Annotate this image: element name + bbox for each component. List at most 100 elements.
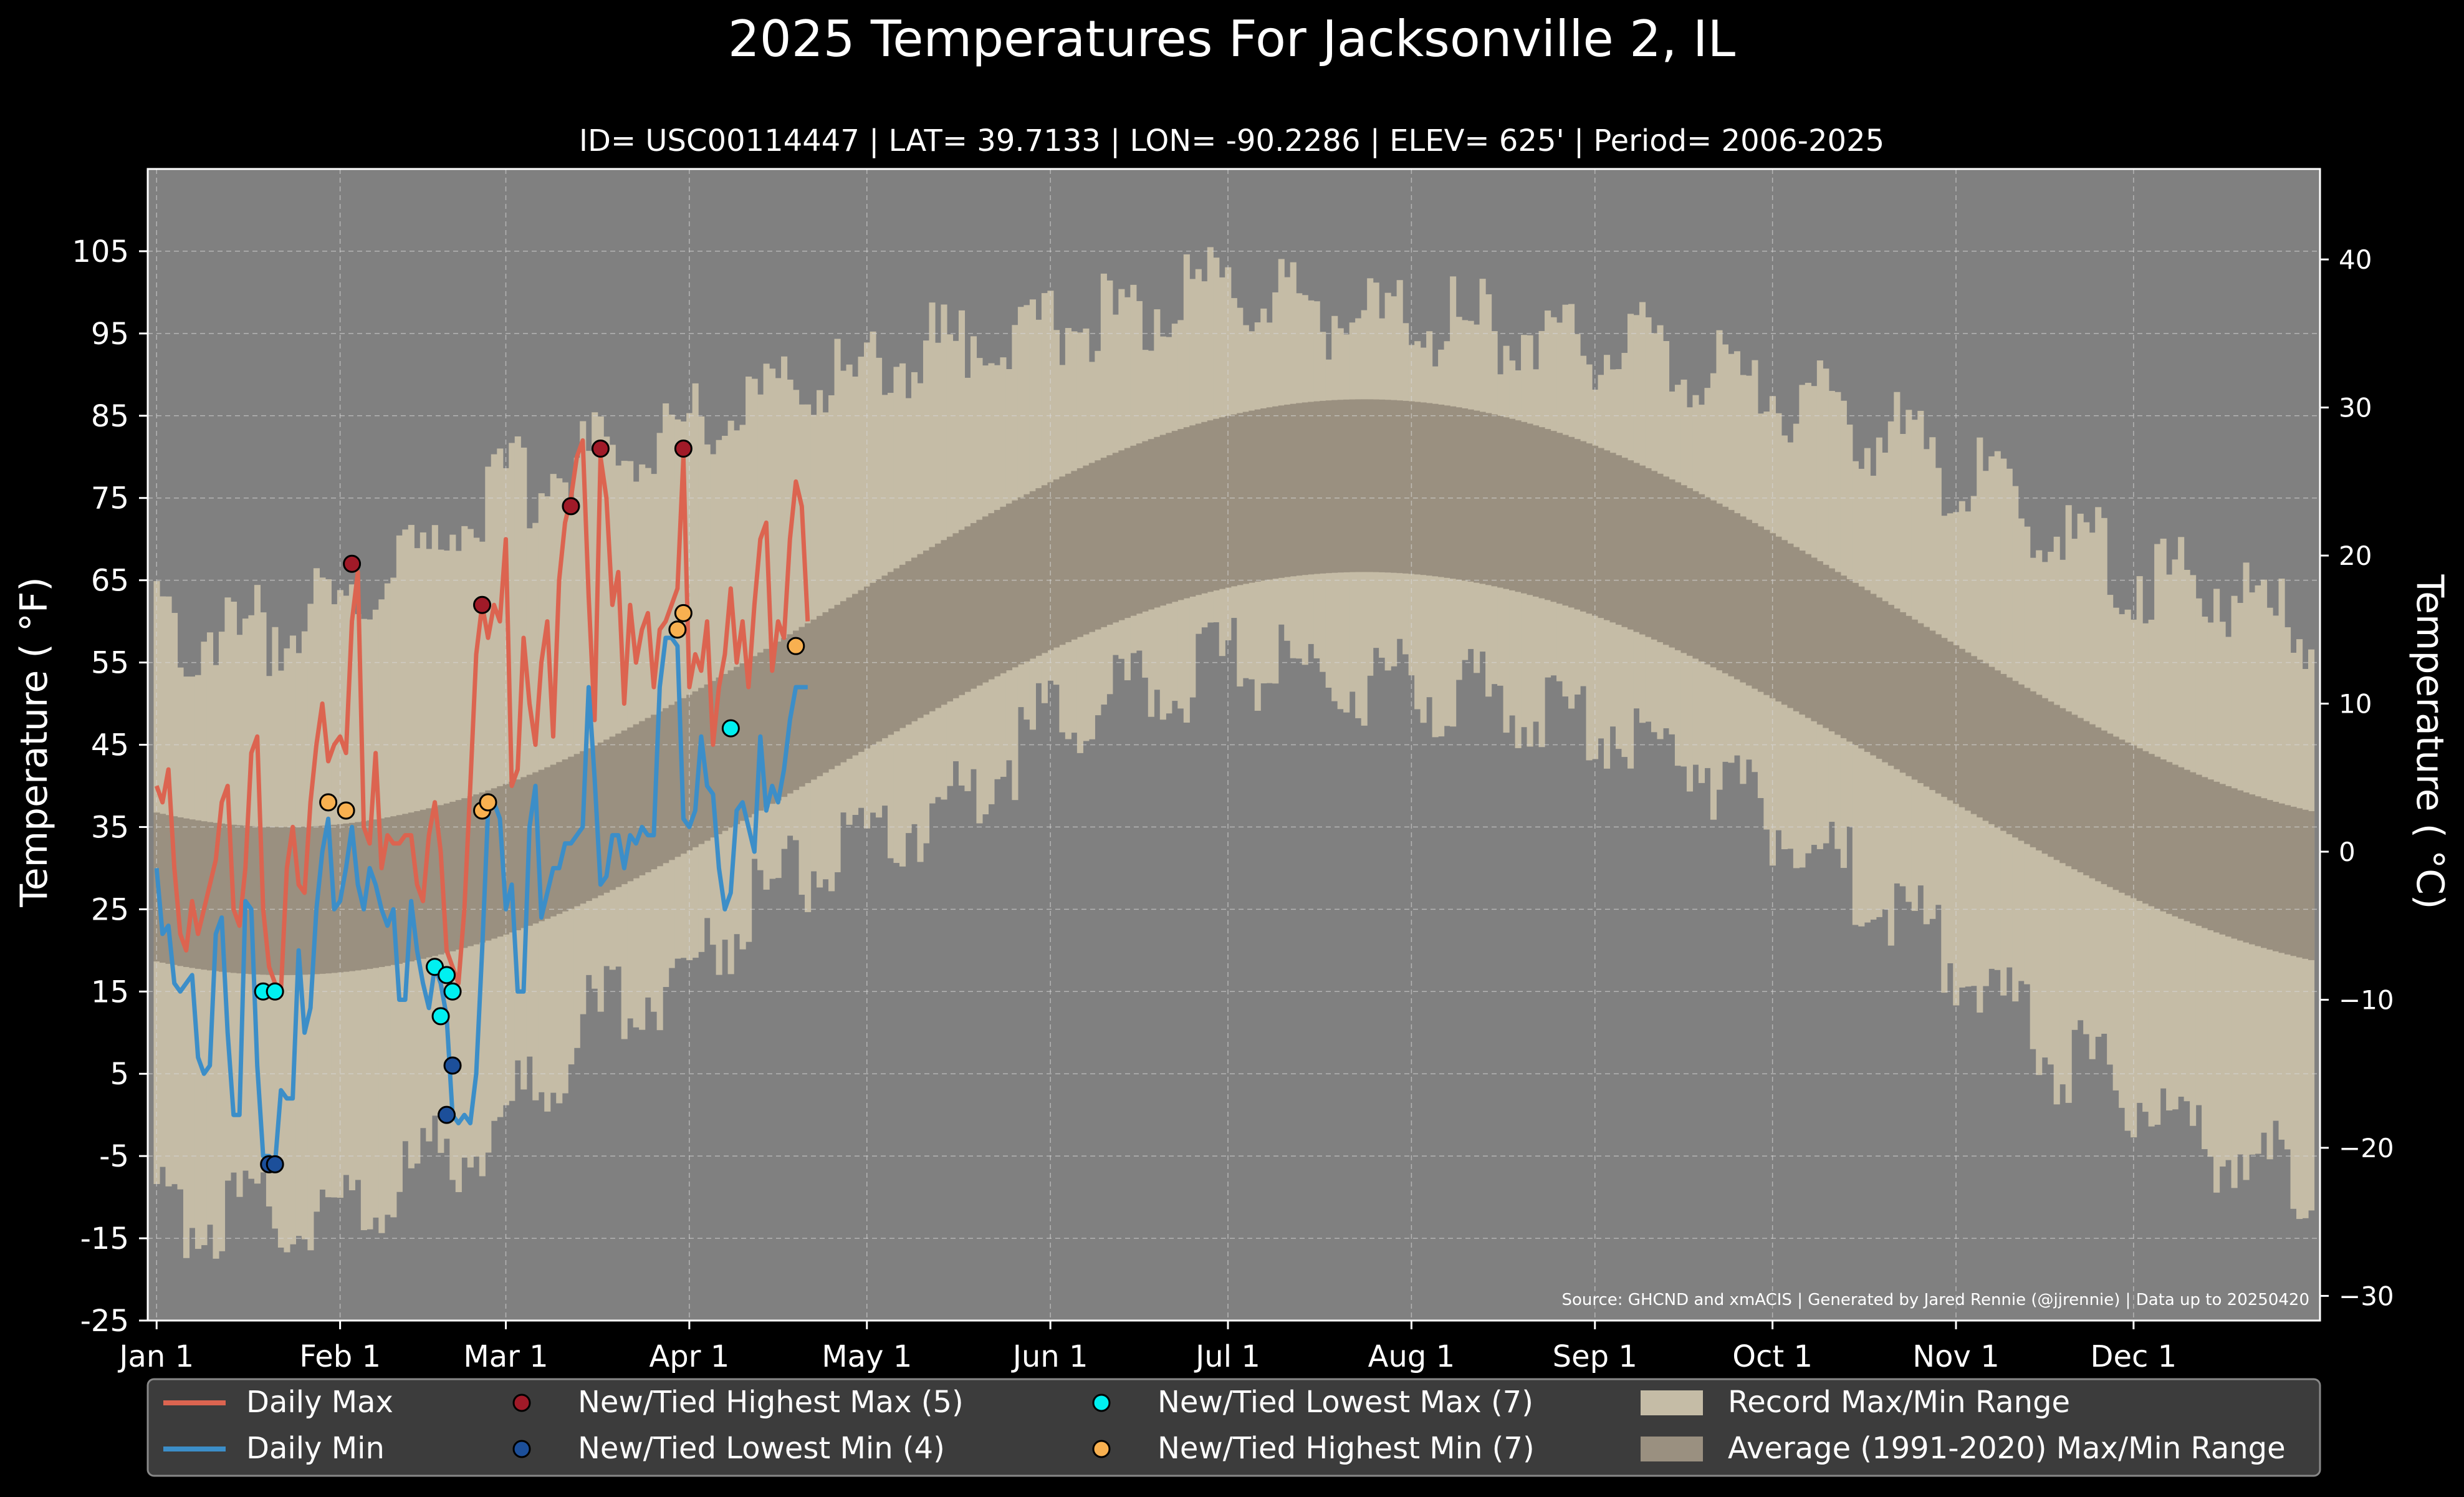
legend-swatch-record-range xyxy=(1641,1390,1703,1415)
average-range-bar xyxy=(1816,561,1823,725)
average-range-bar xyxy=(615,733,622,887)
average-range-bar xyxy=(1669,479,1675,648)
average-range-bar xyxy=(2249,794,2256,945)
average-range-bar xyxy=(1834,572,1841,735)
average-range-bar xyxy=(751,656,758,814)
highest-min-marker xyxy=(674,604,693,622)
y-tick-label-left: -5 xyxy=(99,1139,129,1174)
y-tick-label-left: 85 xyxy=(91,399,129,434)
average-range-bar xyxy=(668,705,675,860)
average-range-bar xyxy=(2278,803,2285,953)
record-range-bar xyxy=(840,370,847,813)
average-range-bar xyxy=(1657,473,1664,642)
y-tick-label-right: 0 xyxy=(2339,837,2356,867)
average-range-bar xyxy=(2184,769,2190,922)
average-range-bar xyxy=(1704,497,1711,665)
average-range-bar xyxy=(1568,436,1575,608)
average-range-bar xyxy=(1171,431,1178,602)
average-range-bar xyxy=(2178,767,2185,919)
highest-max-marker xyxy=(591,440,610,458)
x-tick-label: Feb 1 xyxy=(299,1339,381,1374)
average-range-bar xyxy=(1337,400,1344,573)
average-range-bar xyxy=(1266,407,1273,580)
average-range-bar xyxy=(1189,425,1196,597)
average-range-bar xyxy=(1065,473,1071,642)
average-range-bar xyxy=(1639,465,1646,635)
record-range-bar xyxy=(573,458,580,1048)
record-range-bar xyxy=(680,421,687,958)
lowest-min-marker xyxy=(438,1105,456,1124)
average-range-bar xyxy=(1219,417,1225,589)
average-range-bar xyxy=(911,557,918,721)
average-range-bar xyxy=(1793,547,1800,711)
legend: Daily Max Daily Min New/Tied Highest Max… xyxy=(146,1378,2321,1477)
average-range-bar xyxy=(431,806,438,956)
legend-label-record-range: Record Max/Min Range xyxy=(1728,1385,2070,1420)
average-range-bar xyxy=(917,554,924,718)
average-range-bar xyxy=(1455,407,1462,580)
average-range-bar xyxy=(1556,433,1563,604)
average-range-bar xyxy=(846,597,853,759)
average-range-bar xyxy=(822,612,829,773)
average-range-bar xyxy=(805,623,812,783)
y-axis-left: -25 -15 -5 5 15 25 35 45 55 65 75 85 95 105 xyxy=(72,234,148,1339)
legend-label-highest-min: New/Tied Highest Min (7) xyxy=(1158,1431,1535,1466)
average-range-bar xyxy=(2302,809,2309,959)
lowest-max-marker xyxy=(431,1007,450,1026)
average-range-bar xyxy=(793,630,800,791)
average-range-bar xyxy=(881,575,888,738)
average-range-bar xyxy=(899,564,906,728)
legend-swatch-highest-max xyxy=(512,1394,531,1412)
average-range-bar xyxy=(2018,684,2025,841)
average-range-bar xyxy=(1396,400,1403,574)
y-axis-right: −30 −20 −10 0 10 20 30 40 xyxy=(2320,244,2394,1311)
legend-swatch-highest-min xyxy=(1092,1440,1111,1458)
average-range-bar xyxy=(2112,736,2119,890)
average-range-bar xyxy=(159,814,166,963)
average-range-bar xyxy=(2036,695,2043,851)
y-axis-right-label: Temperature ( °C) xyxy=(2408,574,2452,910)
y-tick-label-left: -25 xyxy=(80,1304,129,1339)
average-range-bar xyxy=(177,817,184,966)
average-range-bar xyxy=(1023,494,1030,662)
average-range-bar xyxy=(1775,536,1782,702)
y-tick-label-right: 30 xyxy=(2339,393,2372,423)
y-tick-label-right: −10 xyxy=(2339,984,2394,1015)
average-range-bar xyxy=(1278,405,1285,578)
average-range-bar xyxy=(592,745,598,898)
average-range-bar xyxy=(2065,711,2072,867)
average-range-bar xyxy=(2012,681,2019,838)
average-range-bar xyxy=(1005,503,1013,671)
record-range-bar xyxy=(603,436,610,966)
average-range-bar xyxy=(2290,806,2297,956)
average-range-bar xyxy=(1876,597,1882,759)
average-range-bar xyxy=(1970,656,1977,814)
average-range-bar xyxy=(1615,455,1623,625)
average-range-bar xyxy=(568,756,575,909)
average-range-bar xyxy=(1402,400,1409,574)
x-axis: Jan 1 Feb 1 Mar 1 Apr 1 May 1 Jun 1 Jul 1 Aug 1… xyxy=(117,1321,2177,1374)
average-range-bar xyxy=(875,579,883,742)
highest-min-marker xyxy=(479,793,497,812)
average-range-bar xyxy=(2266,800,2273,950)
average-range-bar xyxy=(348,822,355,971)
average-range-bar xyxy=(1574,439,1581,610)
average-range-bar xyxy=(1651,471,1658,640)
average-range-bar xyxy=(1994,670,2001,828)
average-range-bar xyxy=(704,684,711,841)
average-range-bar xyxy=(1977,660,1983,818)
y-tick-label-left: 105 xyxy=(72,234,129,269)
average-range-bar xyxy=(1053,479,1060,648)
average-range-bar xyxy=(1260,408,1267,581)
average-range-bar xyxy=(1195,423,1202,595)
average-range-bar xyxy=(2296,808,2303,958)
average-range-bar xyxy=(1787,543,1794,708)
average-range-bar xyxy=(817,615,823,776)
average-range-bar xyxy=(1509,418,1516,590)
average-range-bar xyxy=(1432,403,1439,577)
average-range-bar xyxy=(1603,450,1611,620)
average-range-bar xyxy=(734,667,741,824)
average-range-bar xyxy=(840,601,847,763)
average-range-bar xyxy=(710,681,717,838)
average-range-bar xyxy=(1076,468,1083,637)
